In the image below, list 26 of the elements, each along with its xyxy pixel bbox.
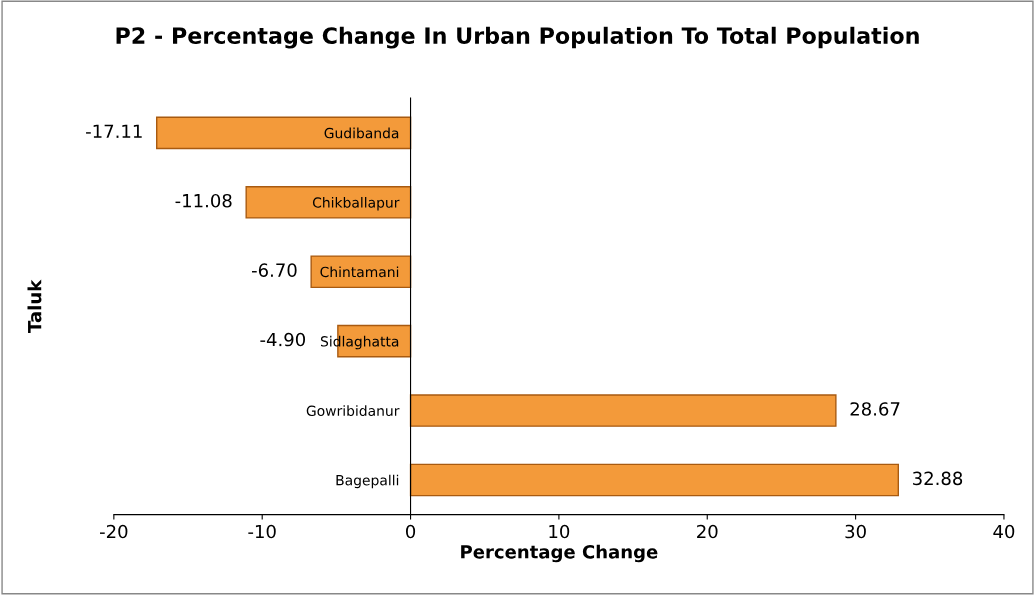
data-label: 28.67 — [850, 402, 900, 416]
bar — [310, 255, 412, 289]
bar — [409, 394, 837, 427]
data-label: -6.70 — [251, 263, 297, 277]
x-tick-label: 40 — [993, 524, 1015, 539]
x-axis-title: Percentage Change — [461, 544, 658, 563]
data-label: -4.90 — [260, 332, 306, 347]
chart-title: P2 - Percentage Change In Urban Population To Total Population — [116, 26, 919, 49]
x-tick-label: -20 — [99, 524, 128, 539]
data-label: 32.88 — [913, 471, 963, 486]
bar — [245, 185, 412, 219]
x-tick-label: 20 — [697, 524, 718, 539]
y-axis-title: Taluk — [27, 279, 42, 333]
x-tick-label: 30 — [845, 524, 866, 539]
y-tick-label: Chikballapur — [312, 197, 400, 211]
x-tick-label: -10 — [248, 524, 276, 539]
bar — [409, 463, 900, 497]
data-label: -17.11 — [86, 124, 142, 138]
y-tick-label: Gowribidanur — [306, 405, 400, 417]
y-tick-label: Bagepalli — [336, 474, 399, 489]
y-tick-label: Gudibanda — [324, 127, 399, 139]
x-tick-label: 10 — [549, 524, 570, 539]
y-tick-label: Chintamani — [320, 266, 399, 278]
bar — [156, 116, 412, 150]
data-label: -11.08 — [175, 193, 232, 208]
x-tick-label: 0 — [406, 524, 416, 539]
